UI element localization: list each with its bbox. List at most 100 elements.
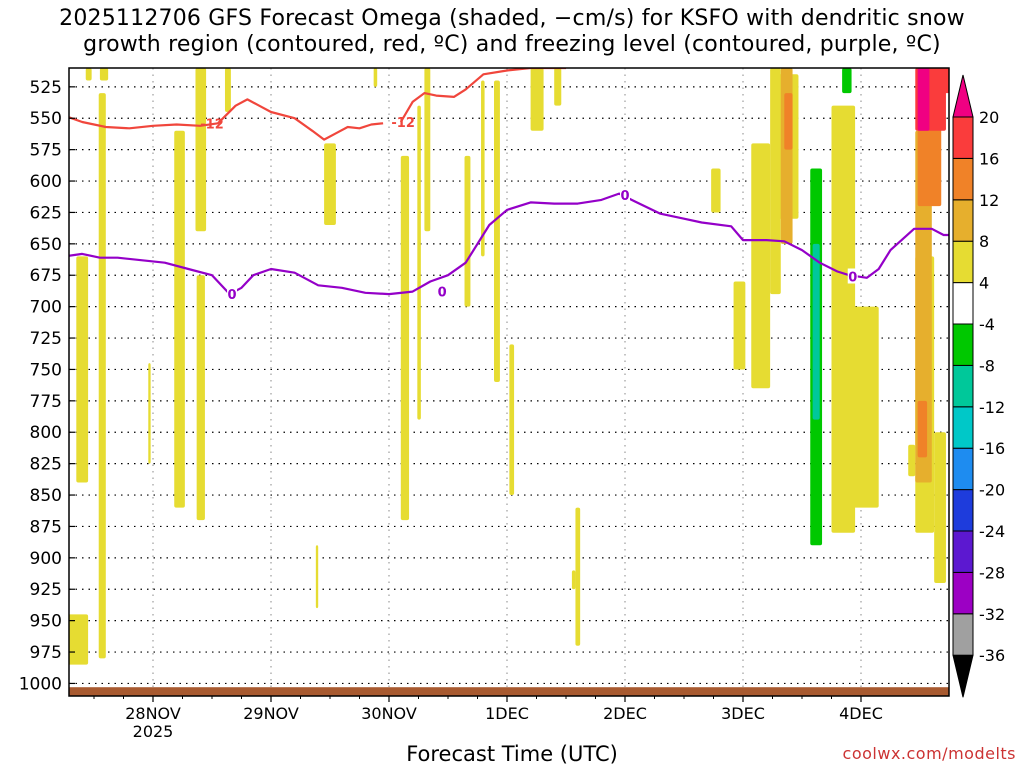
freezing-level-contour xyxy=(69,192,949,296)
colorbar-label: -28 xyxy=(979,563,1005,582)
y-tick-label: 650 xyxy=(30,235,62,255)
y-tick-label: 575 xyxy=(30,141,62,161)
omega-region xyxy=(852,306,879,508)
contours: -12 -12 0 0 0 0 xyxy=(69,68,949,303)
x-tick-label: 30NOV xyxy=(361,704,417,723)
colorbar-label: -20 xyxy=(979,481,1005,500)
omega-region xyxy=(733,281,746,370)
y-tick-label: 675 xyxy=(30,266,62,286)
y-tick-label: 625 xyxy=(30,203,62,223)
y-tick-label: 975 xyxy=(30,643,62,663)
x-tick-label: 4DEC xyxy=(839,704,883,723)
omega-region xyxy=(530,68,544,131)
omega-region xyxy=(174,130,185,508)
colorbar-segment xyxy=(952,571,974,615)
omega-region xyxy=(812,243,820,420)
colorbar: -36 -32 -28 -24 -20 -16 -12 -8 -4 4 8 12 16 20 xyxy=(952,74,1005,698)
omega-region xyxy=(196,275,205,521)
omega-region xyxy=(195,68,207,232)
plot-frame xyxy=(68,67,950,697)
omega-region xyxy=(494,80,500,382)
dendritic-snow-growth-contour xyxy=(69,98,384,141)
omega-region xyxy=(417,105,421,420)
surface-terrain-band xyxy=(69,687,949,696)
omega-region xyxy=(69,614,89,665)
y-tick-label: 600 xyxy=(30,172,62,192)
y-tick-label: 750 xyxy=(30,360,62,380)
colorbar-segment xyxy=(952,116,974,159)
purple-contour-label: 0 xyxy=(228,288,237,303)
omega-region xyxy=(908,444,916,477)
surface-terrain xyxy=(69,687,949,696)
omega-region xyxy=(554,68,562,106)
colorbar-bottom-arrow xyxy=(952,654,974,698)
omega-region xyxy=(224,68,231,112)
colorbar-segment xyxy=(952,406,974,449)
colorbar-label: -4 xyxy=(979,315,995,334)
y-tick-label: 725 xyxy=(30,329,62,349)
y-tick-label: 950 xyxy=(30,612,62,632)
red-contour-label: -12 xyxy=(391,116,415,131)
colorbar-segment xyxy=(952,157,974,201)
omega-region xyxy=(424,68,431,232)
colorbar-label: 16 xyxy=(979,149,999,168)
omega-region xyxy=(315,545,319,609)
red-contour-label: -12 xyxy=(200,117,224,132)
colorbar-segment xyxy=(952,199,974,242)
x-tick-year-label: 2025 xyxy=(133,722,174,741)
x-tick-label: 29NOV xyxy=(243,704,299,723)
y-tick-label: 525 xyxy=(30,78,62,98)
omega-region xyxy=(917,68,930,131)
y-tick-label: 875 xyxy=(30,517,62,537)
y-tick-label: 850 xyxy=(30,486,62,506)
omega-region xyxy=(571,570,576,590)
colorbar-label: -16 xyxy=(979,439,1005,458)
purple-contour-label: 0 xyxy=(438,286,447,301)
plot-area xyxy=(69,68,949,696)
omega-region xyxy=(575,507,581,646)
omega-region xyxy=(751,143,771,389)
colorbar-label: 8 xyxy=(979,232,989,251)
y-tick-label: 775 xyxy=(30,392,62,412)
colorbar-label: 20 xyxy=(979,108,999,127)
colorbar-label: -32 xyxy=(979,605,1005,624)
omega-region xyxy=(148,363,151,464)
credit-link[interactable]: coolwx.com/modelts xyxy=(842,744,1016,763)
purple-label-halo xyxy=(437,283,448,299)
omega-region xyxy=(509,344,515,496)
omega-region xyxy=(464,155,471,307)
colorbar-segment xyxy=(952,282,974,325)
colorbar-segment xyxy=(952,489,974,532)
colorbar-label: -24 xyxy=(979,522,1005,541)
omega-region xyxy=(770,68,781,295)
omega-region xyxy=(373,68,378,87)
dendritic-snow-growth-contour xyxy=(399,68,566,123)
omega-region xyxy=(99,68,109,81)
colorbar-segment xyxy=(952,613,974,656)
x-tick-label: 3DEC xyxy=(721,704,765,723)
omega-region xyxy=(98,93,106,659)
colorbar-segment xyxy=(952,323,974,366)
purple-contour-label: 0 xyxy=(848,270,857,285)
omega-region xyxy=(324,143,336,225)
chart-title-line-2: growth region (contoured, red, ºC) and f… xyxy=(83,32,941,57)
omega-region xyxy=(711,168,721,213)
colorbar-segment xyxy=(952,240,974,284)
colorbar-label: -12 xyxy=(979,398,1005,417)
y-axis: 525 550 575 600 625 650 675 700 725 750 775 800 825 8… xyxy=(19,78,75,694)
omega-region xyxy=(85,68,92,81)
omega-region xyxy=(831,105,856,533)
purple-contour-label: 0 xyxy=(620,189,629,204)
colorbar-label: -8 xyxy=(979,356,995,375)
omega-region xyxy=(76,256,89,483)
omega-region xyxy=(400,155,410,521)
y-tick-label: 825 xyxy=(30,455,62,475)
omega-region xyxy=(784,93,793,150)
y-tick-label: 925 xyxy=(30,580,62,600)
grid xyxy=(69,68,949,696)
omega-region xyxy=(917,400,928,458)
chart-title-line-1: 2025112706 GFS Forecast Omega (shaded, −… xyxy=(59,6,965,31)
colorbar-segment xyxy=(952,447,974,491)
colorbar-label: -36 xyxy=(979,646,1005,665)
